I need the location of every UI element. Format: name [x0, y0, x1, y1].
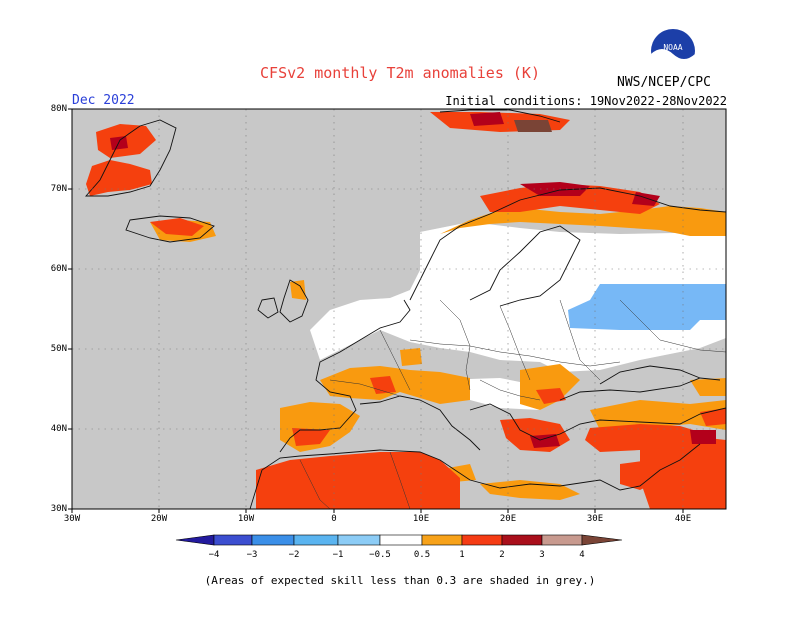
lon-label: 0 — [331, 514, 337, 524]
lat-label: 40N — [50, 424, 67, 434]
colorbar-label: 1 — [459, 550, 464, 560]
colorbar-label: 0.5 — [414, 550, 430, 560]
coastlines — [85, 109, 726, 509]
colorbar-swatch — [541, 534, 583, 546]
lat-label: 80N — [50, 104, 67, 114]
colorbar-label: −4 — [209, 550, 220, 560]
agency-label: NWS/NCEP/CPC — [617, 75, 711, 90]
lat-label: 60N — [50, 264, 67, 274]
colorbar-swatch — [501, 534, 543, 546]
colorbar-swatch — [251, 534, 295, 546]
lon-label: 20W — [150, 514, 168, 524]
colorbar-label: −1 — [333, 550, 344, 560]
colorbar-label: −0.5 — [369, 550, 391, 560]
colorbar-label: −3 — [247, 550, 258, 560]
colorbar-label: −2 — [289, 550, 300, 560]
colorbar-swatch — [461, 534, 503, 546]
initial-conditions: Initial conditions: 19Nov2022-28Nov2022 — [445, 94, 727, 108]
lon-label: 20E — [499, 514, 517, 524]
map-title: CFSv2 monthly T2m anomalies (K) — [260, 64, 540, 82]
noaa-logo: NOAA — [650, 28, 696, 76]
lon-label: 10E — [412, 514, 430, 524]
lon-label: 40E — [674, 514, 692, 524]
colorbar-label: 2 — [499, 550, 504, 560]
colorbar-swatch — [379, 534, 423, 546]
axis-ticks — [68, 108, 684, 513]
colorbar-swatch — [337, 534, 381, 546]
dark-red-regions — [110, 112, 716, 448]
lat-label: 30N — [50, 504, 67, 514]
cold-anomaly-region — [568, 284, 726, 330]
map-frame — [71, 108, 727, 510]
orange-red-regions — [86, 112, 726, 509]
logo-text: NOAA — [663, 43, 682, 52]
lon-label: 10W — [237, 514, 255, 524]
colorbar: −4 −3 −2 −1 −0.5 0.5 1 2 3 4 — [175, 534, 623, 560]
colorbar-swatch — [421, 534, 463, 546]
colorbar-swatch — [213, 534, 253, 546]
colorbar-label: 3 — [539, 550, 544, 560]
colorbar-high-arrow — [581, 534, 623, 546]
lat-label: 70N — [50, 184, 67, 194]
country-borders — [299, 299, 726, 509]
strongest-anomaly-region — [514, 120, 552, 132]
colorbar-label: 4 — [579, 550, 584, 560]
skill-note: (Areas of expected skill less than 0.3 a… — [204, 574, 596, 587]
lon-label: 30E — [586, 514, 604, 524]
colorbar-low-arrow — [175, 534, 215, 546]
lon-label: 30W — [63, 514, 81, 524]
colorbar-swatch — [293, 534, 339, 546]
lat-label: 50N — [50, 344, 67, 354]
forecast-month: Dec 2022 — [72, 93, 135, 108]
